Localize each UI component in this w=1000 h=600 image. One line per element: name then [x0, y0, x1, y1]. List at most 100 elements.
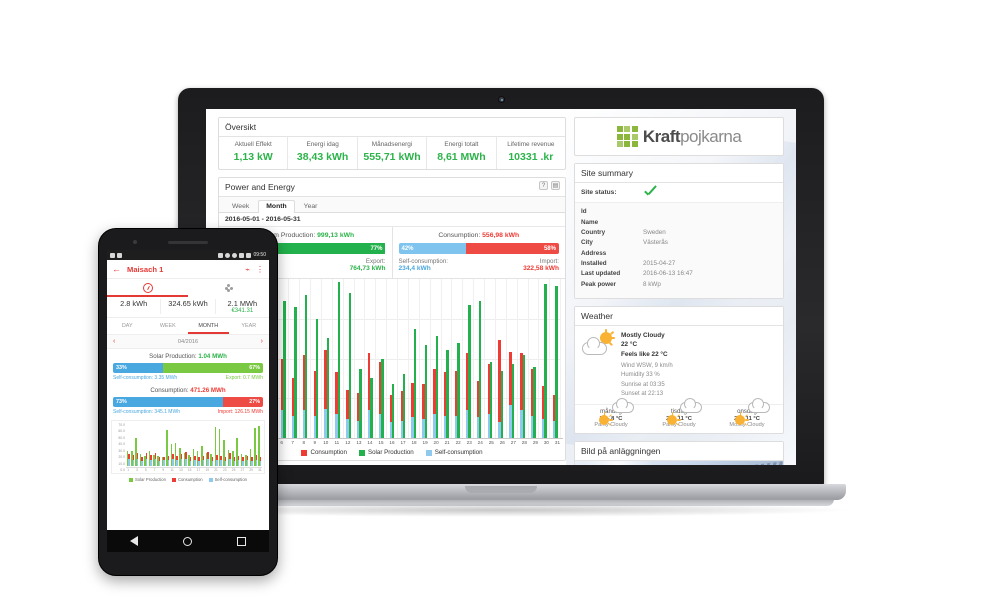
self-consumption-bar	[509, 405, 512, 438]
phone-chart-bars	[126, 423, 262, 466]
brand-name-light: pojkarna	[680, 126, 742, 146]
metric-label: Energi totalt	[444, 141, 479, 148]
phone-production-export-segment: 67%	[162, 363, 263, 373]
phone-x-tick: 15	[187, 468, 192, 472]
consumption-bar	[346, 389, 349, 438]
consumption-import-col: Import: 322,58 kWh	[523, 258, 559, 272]
phone-self-bar	[145, 458, 148, 466]
phone-x-tick: 11	[170, 468, 174, 472]
period-tabs: Week Month Year	[219, 197, 565, 213]
green-check-icon	[643, 187, 659, 198]
consumption-bar	[498, 339, 501, 438]
laptop-latch-notch	[465, 486, 537, 493]
phone-day-group	[209, 423, 214, 466]
metric-label: Energi idag	[306, 141, 339, 148]
document-copy-icon[interactable]: ▤	[551, 181, 560, 190]
legend-label: Solar Production	[367, 449, 414, 456]
phone-consumption-bar	[189, 457, 192, 466]
phone-tab-day[interactable]: DAY	[121, 323, 133, 329]
dashboard-side-column: Kraftpojkarna Site summary Site status: …	[574, 117, 784, 465]
x-tick-label: 13	[356, 440, 362, 445]
phone-consumption-bar	[185, 451, 187, 466]
x-tick-label: 22	[455, 440, 461, 445]
phone-solar-bar	[240, 453, 243, 466]
phone-solar-bar	[131, 451, 133, 466]
x-tick-label: 28	[521, 440, 527, 445]
solar-production-bar	[555, 285, 558, 438]
tab-month[interactable]: Month	[258, 200, 295, 213]
question-mark-icon[interactable]: ?	[539, 181, 548, 190]
signal-icon	[239, 252, 245, 258]
power-energy-title: Power and Energy	[225, 182, 295, 192]
share-icon[interactable]: ⌁	[245, 264, 250, 274]
phone-consumption-bar	[207, 451, 209, 466]
consumption-self-col: Self-consumption: 234,4 kWh	[399, 258, 449, 272]
consumption-bar	[302, 355, 306, 438]
brand-name: Kraftpojkarna	[643, 126, 742, 147]
production-value: 999,13 kWh	[317, 232, 355, 239]
phone-production-export: Export: 0.7 MWh	[225, 375, 263, 381]
phone-solar-bar	[201, 446, 203, 466]
recents-nav-icon[interactable]	[237, 536, 247, 546]
metric-value: 1,13 kW	[233, 151, 273, 163]
tab-indicator	[107, 295, 188, 297]
phone-consumption-bar	[233, 457, 236, 466]
phone-consumption-bar	[255, 454, 258, 466]
tab-week[interactable]: Week	[232, 203, 250, 210]
phone-consumption-bar	[251, 457, 253, 466]
consumption-title: Consumption: 556,98 kWh	[399, 232, 560, 239]
phone-solar-bar	[179, 447, 181, 466]
site-summary-row: Installed 2015-04-27	[581, 259, 777, 269]
chart-day-group	[355, 279, 366, 438]
phone-self-bar	[233, 461, 236, 466]
phone-self-bar	[158, 461, 161, 466]
phone-screen: 09:50 ← Maisach 1 ⌁ ⋮ 2.8 kWh	[107, 250, 269, 530]
tab-year[interactable]: Year	[303, 203, 318, 210]
summary-key: City	[581, 239, 593, 247]
metric-label: Lifetime revenue	[507, 141, 555, 148]
weather-wind: Wind WSW, 9 km/h	[621, 363, 673, 370]
status-left-icons	[110, 252, 122, 258]
solar-production-bar	[283, 301, 286, 438]
phone-day-group	[183, 423, 187, 466]
phone-y-tick: 60.0	[118, 429, 125, 434]
chevron-left-icon[interactable]: ‹	[113, 338, 116, 345]
home-nav-icon[interactable]	[182, 536, 192, 546]
phone-x-tick: 23	[223, 468, 227, 472]
phone-x-tick: 13	[179, 468, 183, 472]
back-nav-icon[interactable]	[129, 536, 138, 546]
phone-tab-year[interactable]: YEAR	[241, 323, 257, 329]
phone-solar-bar	[196, 451, 199, 466]
phone-tab-month[interactable]: MONTH	[198, 323, 219, 329]
consumption-bar	[324, 349, 327, 438]
consumption-bar	[367, 353, 371, 438]
phone-x-tick: 5	[144, 468, 147, 472]
tree-icon	[223, 283, 235, 293]
chevron-right-icon[interactable]: ›	[260, 338, 263, 345]
phone-consumption-bar	[259, 456, 262, 466]
tab-environment[interactable]	[188, 279, 269, 297]
phone-day-group	[130, 423, 135, 466]
legend-label: Consumption	[310, 449, 347, 456]
chart-day-group	[507, 279, 518, 438]
production-export-col: Export: 764,73 kWh	[350, 258, 386, 272]
more-vertical-icon[interactable]: ⋮	[256, 264, 264, 274]
phone-navigation-bar	[107, 530, 269, 552]
consumption-bar	[378, 361, 382, 438]
phone-consumption-self: Self-consumption: 345.1 MWh	[113, 409, 180, 415]
self-consumption-bar	[335, 413, 338, 438]
self-consumption-bar	[313, 415, 316, 438]
forecast-day: måndag 20 - 8 °C Par	[577, 398, 645, 428]
phone-x-tick: 3	[136, 468, 138, 472]
phone-self-bar	[141, 461, 143, 466]
tab-gauge[interactable]	[107, 279, 188, 297]
consumption-bar	[422, 384, 425, 438]
arrow-back-icon[interactable]: ←	[112, 264, 121, 274]
consumption-value: 556,98 kWh	[482, 232, 520, 239]
phone-tab-week[interactable]: WEEK	[159, 323, 176, 329]
x-tick-label: 30	[543, 440, 549, 445]
bluetooth-icon	[218, 252, 224, 258]
phone-solar-bar	[126, 450, 129, 466]
phone-production-label: Solar Production:	[149, 353, 197, 360]
phone-solar-bar	[157, 456, 159, 466]
